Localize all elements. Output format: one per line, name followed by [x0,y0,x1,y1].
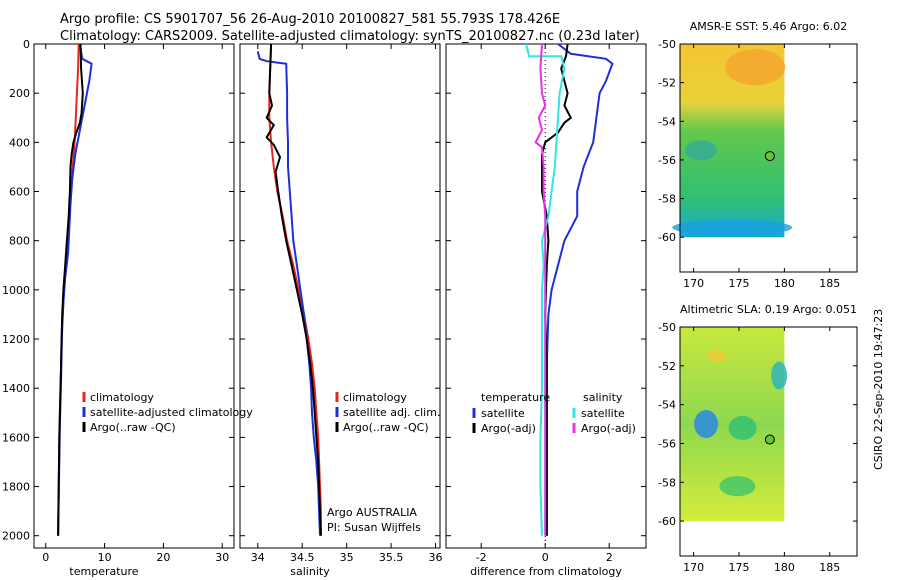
profile-plot-2: 34 34.5 35 35.5 36 salinity climatology satelli… [239,43,443,578]
y-tick-label: -52 [658,77,676,90]
map-blob [728,415,757,440]
y-tick-label: 800 [9,235,30,248]
y-tick-label: 1800 [2,481,30,494]
argo-position-marker [764,434,775,445]
legend-label: satellite [581,407,625,420]
annotation-line-1: Argo AUSTRALIA [327,506,417,519]
x-tick-label: 34.5 [290,551,315,564]
y-tick-label: 200 [9,87,30,100]
map-blob [694,410,719,439]
argo-position-marker [764,151,775,162]
y-tick-label: -54 [658,115,676,128]
map-blob [672,219,793,236]
series-line-temperature-satellite [545,43,614,536]
x-tick-label: 36 [429,551,443,564]
x-tick-label: 180 [774,561,795,574]
map-blob [719,476,756,497]
legend-label: Argo(..raw -QC) [343,421,429,434]
y-tick-label: 600 [9,186,30,199]
x-tick-label: 20 [156,551,170,564]
map-panel-2: Altimetric SLA: 0.19 Argo: 0.051 170 175 18… [658,303,858,574]
x-tick-label: 175 [729,561,750,574]
map-blob [684,140,717,161]
series-line-climatology [57,43,80,536]
x-tick-label: 2 [606,551,613,564]
y-tick-label: 1400 [2,382,30,395]
x-tick-label: 34 [251,551,265,564]
y-tick-label: -54 [658,399,676,412]
x-tick-label: 185 [819,277,840,290]
map-frame [679,43,858,273]
y-tick-label: 0 [23,38,30,51]
y-tick-label: 1600 [2,431,30,444]
map-title: AMSR-E SST: 5.46 Argo: 6.02 [690,20,848,33]
map-panel-1: AMSR-E SST: 5.46 Argo: 6.02 170 175 180 185 -… [658,20,858,290]
x-tick-label: 35.5 [379,551,404,564]
annotation-line-2: PI: Susan Wijffels [327,521,421,534]
y-tick-label: 400 [9,136,30,149]
legend-header-temperature: temperature [481,391,550,404]
y-tick-label: -60 [658,231,676,244]
series-line-salinity-argo-adj- [534,43,547,536]
y-tick-label: 2000 [2,530,30,543]
x-tick-label: 30 [215,551,229,564]
x-tick-label: 175 [729,277,750,290]
plot-frame [239,43,441,549]
y-tick-label: -60 [658,515,676,528]
y-tick-label: 1000 [2,284,30,297]
legend-label: satellite adj. clim. [343,406,440,419]
x-tick-label: 170 [683,561,704,574]
series-line-salinity-satellite [525,43,566,536]
y-tick-label: -58 [658,193,676,206]
side-label: CSIRO 22-Sep-2010 19:47:23 [872,308,885,470]
series-line-argo-raw-qc- [57,43,84,536]
title-line-2: Climatology: CARS2009. Satellite-adjuste… [60,29,640,44]
x-axis-label: salinity [290,565,330,578]
x-tick-label: 0 [42,551,49,564]
map-blob [725,49,786,86]
legend-header-salinity: salinity [583,391,623,404]
y-tick-label: -58 [658,476,676,489]
x-tick-label: 180 [774,277,795,290]
y-tick-label: -50 [658,321,676,334]
x-tick-label: 170 [683,277,704,290]
legend-label: climatology [343,391,407,404]
legend-label: climatology [90,391,154,404]
plot-frame [445,43,647,549]
map-frame [679,326,858,557]
map-blob [706,350,727,363]
x-tick-label: 0 [542,551,549,564]
series-line-temperature-argo-adj- [541,43,573,536]
legend-label: satellite [481,407,525,420]
y-tick-label: -56 [658,437,676,450]
map-title: Altimetric SLA: 0.19 Argo: 0.051 [680,303,857,316]
series-line-climatology [268,43,322,536]
x-axis-label: temperature [69,565,138,578]
y-tick-label: -50 [658,38,676,51]
legend-label: Argo(..raw -QC) [90,421,176,434]
y-tick-label: 1200 [2,333,30,346]
x-tick-label: 185 [819,561,840,574]
y-tick-label: -56 [658,154,676,167]
map-blob [771,361,788,390]
legend-label: Argo(-adj) [581,422,636,435]
y-tick-label: -52 [658,360,676,373]
series-line-satellite-adj-clim- [256,51,321,536]
x-tick-label: -2 [476,551,487,564]
plot-frame [33,43,235,549]
series-line-argo-raw-qc- [265,43,322,536]
title-line-1: Argo profile: CS 5901707_56 26-Aug-2010 … [60,12,561,27]
profile-plot-1: 0 10 20 30 0 200 400 600 800 1000 1200 1400 1600 1800… [2,38,253,578]
legend-label: satellite-adjusted climatology [90,406,253,419]
legend-label: Argo(-adj) [481,422,536,435]
x-tick-label: 10 [98,551,112,564]
x-axis-label: difference from climatology [470,565,622,578]
x-tick-label: 35 [340,551,354,564]
